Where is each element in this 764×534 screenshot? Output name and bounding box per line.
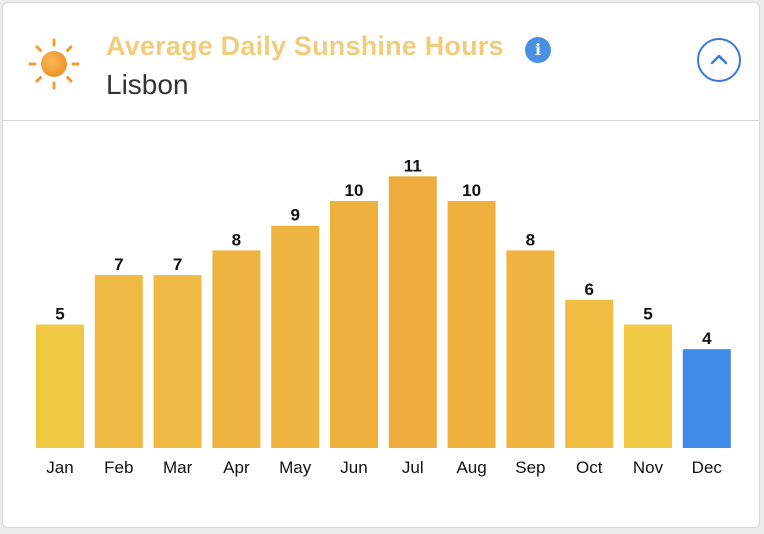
bar-jan: [36, 324, 84, 448]
bar-chart-svg: 5 Jan 7 Feb 7 Mar 8 Apr 9 May 10 Jun 11 Jul 10 Aug 8 Sep 6…: [36, 156, 731, 477]
bar-jun: [330, 201, 378, 448]
category-label-jun: Jun: [340, 458, 367, 477]
category-label-nov: Nov: [633, 458, 664, 477]
bar-aug: [447, 201, 496, 448]
category-label-may: May: [279, 458, 312, 477]
bar-sep: [506, 250, 555, 448]
chevron-up-icon: [710, 54, 728, 65]
value-label-aug: 10: [462, 181, 481, 200]
category-label-mar: Mar: [163, 458, 193, 477]
value-label-sep: 8: [526, 230, 535, 249]
sun-icon: [28, 38, 80, 90]
bar-oct: [565, 299, 614, 448]
category-label-aug: Aug: [456, 458, 486, 477]
value-label-mar: 7: [173, 255, 182, 274]
bar-jul: [388, 176, 437, 449]
collapse-button[interactable]: [697, 38, 741, 82]
bar-apr: [212, 250, 261, 448]
category-label-dec: Dec: [692, 458, 723, 477]
value-label-jun: 10: [345, 181, 364, 200]
bar-nov: [624, 324, 672, 448]
value-label-jul: 11: [404, 156, 422, 175]
value-label-may: 9: [290, 206, 299, 225]
value-label-feb: 7: [114, 255, 123, 274]
category-label-apr: Apr: [223, 458, 250, 477]
chart-title: Average Daily Sunshine Hours: [106, 31, 504, 61]
value-label-dec: 4: [702, 329, 712, 348]
sunshine-card: Average Daily Sunshine Hours i Lisbon 5 J…: [2, 2, 760, 528]
city-subtitle: Lisbon: [106, 69, 189, 100]
category-label-oct: Oct: [576, 458, 603, 477]
value-label-oct: 6: [584, 280, 593, 299]
value-label-nov: 5: [643, 305, 652, 324]
bar-dec: [682, 349, 731, 448]
bar-feb: [94, 275, 143, 448]
info-icon[interactable]: i: [525, 37, 551, 63]
value-label-apr: 8: [232, 230, 241, 249]
bar-mar: [153, 275, 202, 448]
card-header: Average Daily Sunshine Hours i Lisbon: [3, 3, 759, 121]
category-label-jan: Jan: [46, 458, 73, 477]
bar-may: [271, 225, 320, 448]
category-label-feb: Feb: [104, 458, 133, 477]
category-label-sep: Sep: [515, 458, 545, 477]
category-label-jul: Jul: [402, 458, 424, 477]
sunshine-bar-chart: 5 Jan 7 Feb 7 Mar 8 Apr 9 May 10 Jun 11 Jul 10 Aug 8 Sep 6…: [3, 121, 759, 527]
value-label-jan: 5: [55, 305, 64, 324]
